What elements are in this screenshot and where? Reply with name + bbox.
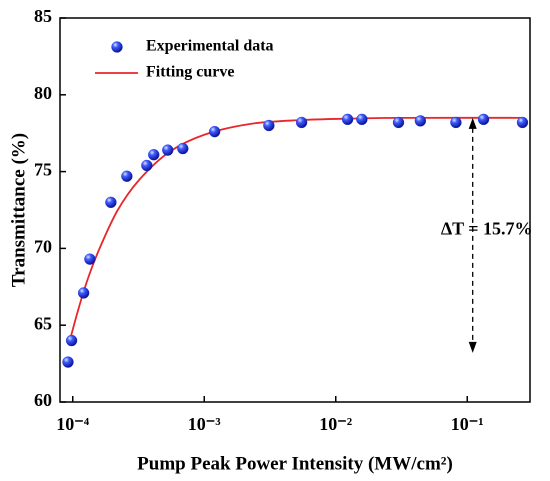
data-point xyxy=(516,116,529,129)
x-tick-label: 10⁻⁴ xyxy=(56,414,90,434)
data-point xyxy=(177,142,189,155)
legend-label: Fitting curve xyxy=(146,64,234,81)
data-point xyxy=(295,116,308,129)
annotation-text: ΔT = 15.7% xyxy=(441,218,533,238)
x-tick-label: 10⁻³ xyxy=(188,414,222,434)
data-point xyxy=(263,119,275,132)
plot-frame xyxy=(59,17,531,403)
y-tick-label: 60 xyxy=(34,390,52,410)
x-axis-label: Pump Peak Power Intensity (MW/cm²) xyxy=(137,453,453,474)
data-point xyxy=(62,356,74,368)
x-tick-label: 10⁻² xyxy=(319,414,352,434)
data-point xyxy=(141,159,153,172)
arrow-head xyxy=(468,117,477,129)
y-tick-label: 65 xyxy=(34,313,52,333)
data-point xyxy=(65,334,78,347)
data-point xyxy=(450,116,462,129)
data-point xyxy=(356,113,368,126)
data-point xyxy=(105,196,117,208)
data-point xyxy=(414,115,427,127)
data-point xyxy=(121,170,133,182)
data-point xyxy=(77,287,90,299)
data-point xyxy=(148,149,160,161)
legend-marker xyxy=(111,41,123,53)
data-point xyxy=(341,113,354,126)
legend-label: Experimental data xyxy=(146,38,274,55)
y-tick-label: 75 xyxy=(34,160,52,180)
data-point xyxy=(209,126,221,138)
x-tick-label: 10⁻¹ xyxy=(451,414,484,434)
data-point xyxy=(477,113,490,126)
arrow-head xyxy=(468,341,477,353)
data-point xyxy=(162,144,174,156)
y-tick-label: 85 xyxy=(34,6,52,26)
data-point xyxy=(84,253,96,265)
y-tick-label: 70 xyxy=(34,237,52,257)
y-tick-label: 80 xyxy=(34,83,52,103)
data-point xyxy=(392,116,405,129)
y-axis-label: Transmittance (%) xyxy=(8,133,29,287)
